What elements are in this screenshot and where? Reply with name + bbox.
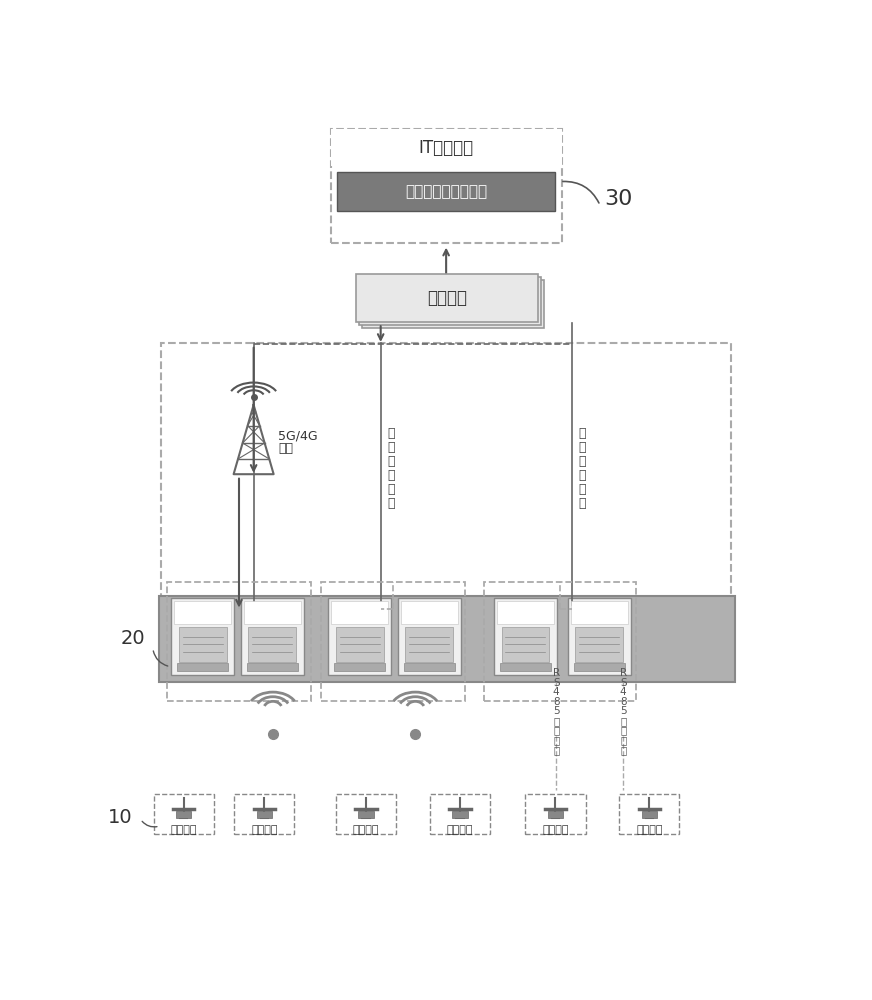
Bar: [500, 663, 551, 671]
Bar: [336, 794, 396, 834]
Bar: [176, 811, 191, 818]
Bar: [359, 277, 541, 325]
Bar: [571, 601, 628, 624]
Bar: [330, 129, 562, 166]
Text: 监测设备: 监测设备: [446, 825, 473, 835]
Bar: [336, 627, 384, 662]
Text: 30: 30: [604, 189, 632, 209]
Bar: [167, 582, 311, 701]
Bar: [576, 627, 623, 662]
Bar: [642, 811, 657, 818]
Bar: [179, 627, 227, 662]
Bar: [501, 627, 549, 662]
Text: 光
纤
或
者
网
线: 光 纤 或 者 网 线: [579, 427, 586, 510]
FancyArrowPatch shape: [562, 181, 599, 203]
Bar: [453, 811, 467, 818]
Bar: [329, 598, 392, 675]
Text: 企业内网: 企业内网: [427, 289, 467, 307]
Bar: [494, 598, 557, 675]
Text: 监测设备: 监测设备: [251, 825, 277, 835]
Text: 基站: 基站: [278, 442, 293, 455]
Text: IT中心机房: IT中心机房: [419, 139, 473, 157]
Text: 10: 10: [108, 808, 133, 827]
Bar: [405, 627, 453, 662]
Text: 监测设备: 监测设备: [542, 825, 569, 835]
Bar: [362, 280, 544, 328]
Bar: [171, 598, 235, 675]
Bar: [249, 627, 296, 662]
Text: R
S
4
8
5
或
模
拟
量: R S 4 8 5 或 模 拟 量: [553, 668, 560, 755]
Text: 监测设备: 监测设备: [170, 825, 197, 835]
Bar: [161, 343, 731, 609]
Bar: [337, 172, 555, 211]
Bar: [497, 601, 554, 624]
Bar: [243, 601, 301, 624]
Bar: [159, 596, 735, 682]
Bar: [331, 601, 388, 624]
Bar: [241, 598, 303, 675]
Bar: [358, 811, 374, 818]
Bar: [401, 601, 458, 624]
Bar: [398, 598, 460, 675]
Text: 数据（应用）服务器: 数据（应用）服务器: [405, 184, 487, 199]
Bar: [430, 794, 490, 834]
Text: 5G/4G: 5G/4G: [278, 429, 318, 442]
Text: R
S
4
8
5
或
模
拟
量: R S 4 8 5 或 模 拟 量: [620, 668, 627, 755]
Text: 光
纤
或
者
网
线: 光 纤 或 者 网 线: [388, 427, 395, 510]
Bar: [619, 794, 679, 834]
FancyArrowPatch shape: [142, 821, 157, 827]
Bar: [247, 663, 297, 671]
Bar: [484, 582, 637, 701]
FancyArrowPatch shape: [153, 651, 167, 666]
Bar: [356, 274, 538, 322]
Text: 监测设备: 监测设备: [637, 825, 663, 835]
Bar: [153, 794, 214, 834]
Bar: [177, 663, 228, 671]
Bar: [526, 794, 585, 834]
Text: 监测设备: 监测设备: [353, 825, 379, 835]
Bar: [174, 601, 231, 624]
Text: 20: 20: [120, 629, 145, 648]
Bar: [335, 663, 385, 671]
Bar: [574, 663, 624, 671]
Bar: [568, 598, 631, 675]
Bar: [321, 582, 466, 701]
Bar: [256, 811, 272, 818]
Bar: [548, 811, 563, 818]
Bar: [235, 794, 295, 834]
Bar: [330, 129, 562, 243]
Bar: [404, 663, 454, 671]
